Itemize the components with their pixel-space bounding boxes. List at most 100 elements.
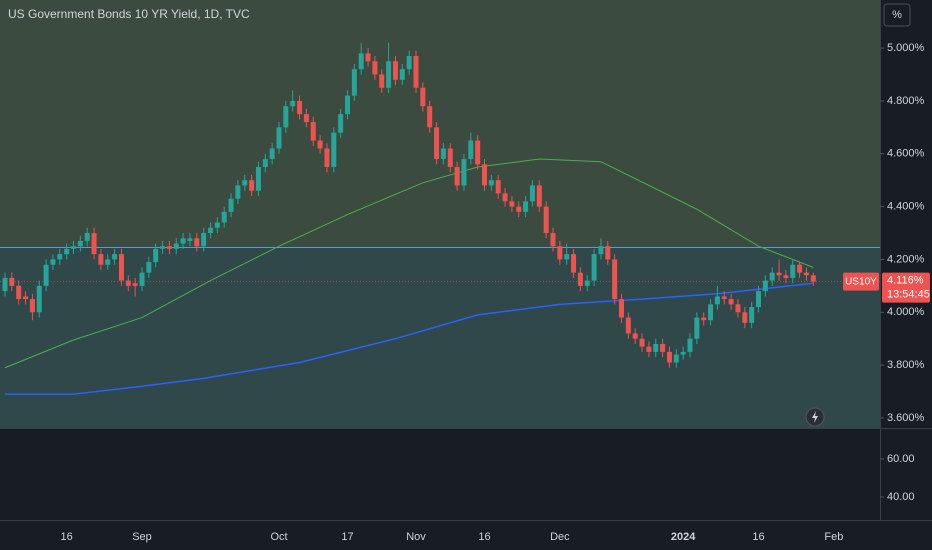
candle-body xyxy=(249,180,255,191)
candle-body xyxy=(529,185,535,202)
x-tick-label: Sep xyxy=(132,531,152,543)
candle-body xyxy=(228,198,234,212)
candle-body xyxy=(57,254,63,260)
chart-title: US Government Bonds 10 YR Yield, 1D, TVC xyxy=(8,7,250,21)
symbol-label: US10Y xyxy=(845,276,877,287)
candle-body xyxy=(98,254,104,265)
y-tick-label: 5.000% xyxy=(887,42,925,54)
candle-body xyxy=(71,246,76,249)
candle-body xyxy=(721,296,727,300)
candle-body xyxy=(310,122,316,141)
candle-body xyxy=(632,333,638,339)
candle-body xyxy=(468,140,474,160)
candle-body xyxy=(701,317,707,321)
candle-body xyxy=(406,56,412,70)
candle-body xyxy=(194,238,200,247)
candle-body xyxy=(242,180,248,186)
candle-body xyxy=(392,61,398,80)
candle-body xyxy=(769,272,775,281)
candle-body xyxy=(612,259,618,300)
candle-body xyxy=(475,140,481,165)
upper-zone xyxy=(0,0,880,248)
candle-body xyxy=(379,74,385,88)
candle-body xyxy=(208,227,213,234)
candle-body xyxy=(591,254,597,281)
candle-body xyxy=(797,264,803,273)
candle-body xyxy=(639,338,645,347)
moving-average xyxy=(5,282,814,395)
plot-background xyxy=(0,0,880,428)
candle-body xyxy=(653,343,659,352)
candle-body xyxy=(810,275,816,282)
candle-body xyxy=(166,246,172,249)
candle-body xyxy=(598,246,604,255)
candle-body xyxy=(269,148,275,160)
x-tick-label: Feb xyxy=(824,531,843,543)
candle-body xyxy=(36,285,42,313)
unit-button[interactable] xyxy=(883,3,911,27)
candle-body xyxy=(577,272,583,286)
candle-body xyxy=(358,53,364,70)
last-price-label: 4.116% xyxy=(887,275,924,287)
candle-body xyxy=(180,238,186,244)
candle-body xyxy=(735,304,741,313)
candle-body xyxy=(420,87,426,107)
candle-body xyxy=(680,351,686,355)
candle-body xyxy=(413,56,419,88)
candle-body xyxy=(488,180,494,186)
candle-body xyxy=(543,206,549,234)
unit-button-label[interactable]: % xyxy=(892,9,902,21)
alert-icon[interactable] xyxy=(805,407,825,427)
candle-body xyxy=(536,185,542,207)
candle-body xyxy=(317,140,323,149)
candle-body xyxy=(91,233,97,255)
lower-zone xyxy=(0,247,880,428)
candle-body xyxy=(756,291,761,307)
candle-body xyxy=(523,201,529,212)
candle-body xyxy=(64,248,70,255)
candle-body xyxy=(324,148,330,167)
candle-body xyxy=(687,338,693,352)
candle-body xyxy=(386,61,392,88)
candle-body xyxy=(749,306,755,323)
candle-body xyxy=(619,299,624,318)
x-tick-label: 16 xyxy=(752,531,764,543)
candle-body xyxy=(50,259,56,265)
price-tag xyxy=(882,272,930,303)
candle-body xyxy=(214,222,220,228)
candle-body xyxy=(708,304,714,321)
moving-average xyxy=(4,158,814,369)
candle-body xyxy=(461,159,467,186)
candle-body xyxy=(564,254,570,260)
candle-body xyxy=(105,259,111,265)
candle-body xyxy=(331,132,337,167)
x-tick-label: 17 xyxy=(341,531,353,543)
candle-body xyxy=(776,272,782,276)
candle-body xyxy=(399,69,405,80)
y-tick-label: 3.800% xyxy=(887,359,925,371)
candle-body xyxy=(550,233,556,247)
countdown-label: 13:54:45 xyxy=(887,289,930,301)
candle-body xyxy=(160,246,166,249)
candle-body xyxy=(440,148,446,160)
candle-body xyxy=(112,254,118,260)
candle-body xyxy=(694,317,700,339)
candle-body xyxy=(77,240,83,247)
candle-body xyxy=(297,100,303,115)
y-tick-label: 4.400% xyxy=(887,201,925,213)
candle-body xyxy=(660,343,666,352)
x-tick-label: 16 xyxy=(61,531,73,543)
candle-body xyxy=(118,254,124,281)
candle-body xyxy=(742,312,748,323)
candle-body xyxy=(132,283,138,286)
candle-body xyxy=(9,277,15,286)
candle-body xyxy=(783,275,789,278)
candle-body xyxy=(571,254,577,273)
candle-body xyxy=(338,114,344,133)
candle-body xyxy=(290,100,296,107)
candle-body xyxy=(790,264,796,278)
symbol-tag xyxy=(843,272,879,291)
alert-bolt[interactable] xyxy=(812,411,818,423)
x-tick-label: Oct xyxy=(270,531,287,543)
